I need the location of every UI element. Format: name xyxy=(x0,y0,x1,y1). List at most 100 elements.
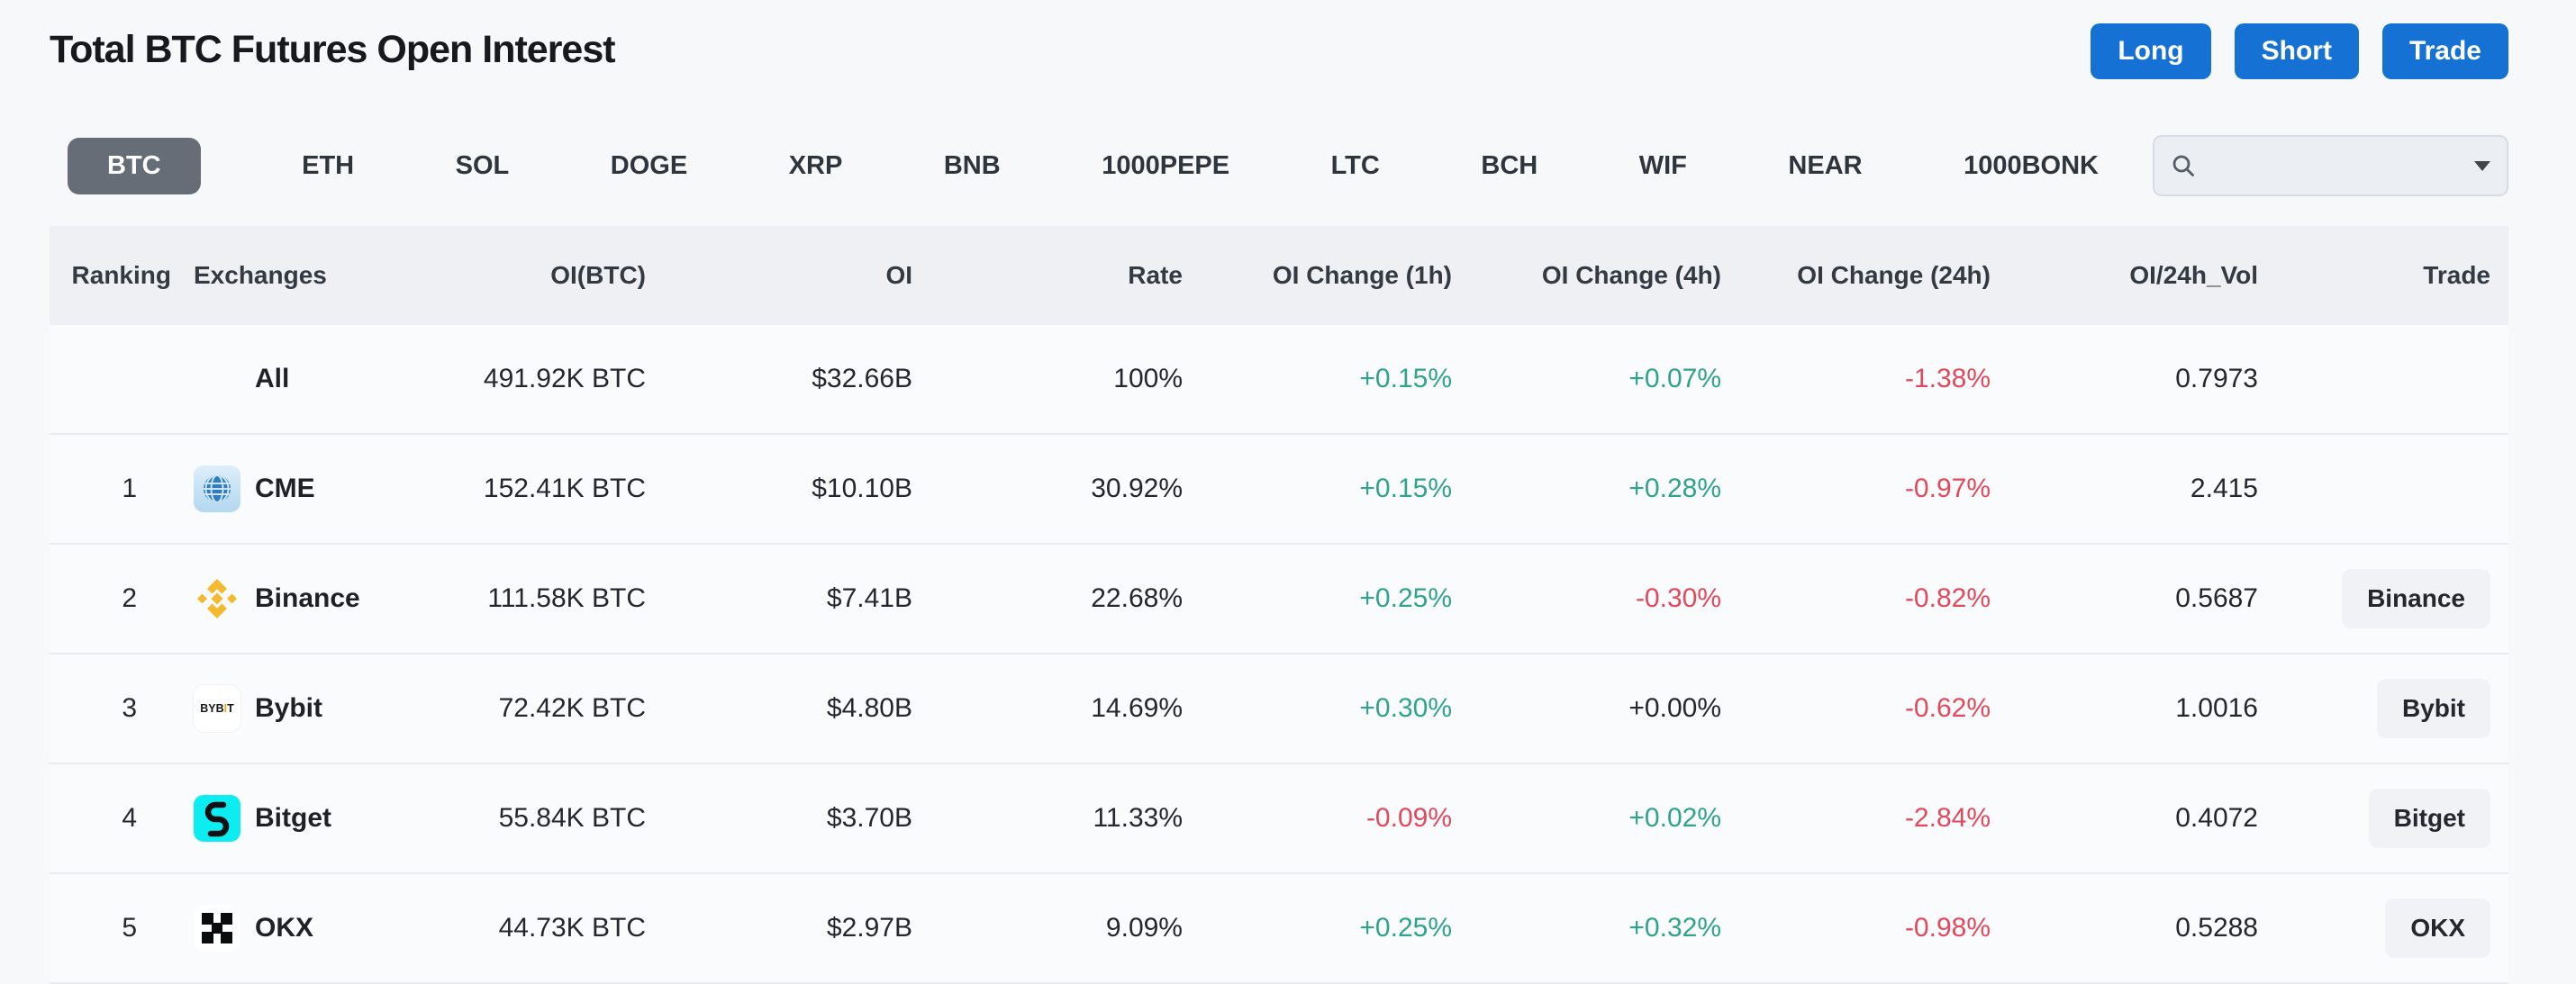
oi-change-1h-value: +0.15% xyxy=(1359,364,1452,393)
oi-btc-value: 55.84K BTC xyxy=(498,803,646,833)
oi-value: $3.70B xyxy=(826,803,912,833)
tab-eth[interactable]: ETH xyxy=(302,150,355,180)
open-interest-table: Ranking Exchanges OI(BTC) OI Rate OI Cha… xyxy=(50,226,2508,984)
rate-value: 14.69% xyxy=(1091,693,1183,723)
table-header-row: Ranking Exchanges OI(BTC) OI Rate OI Cha… xyxy=(50,226,2508,325)
long-button[interactable]: Long xyxy=(2091,23,2211,79)
oi-change-4h-value: +0.00% xyxy=(1628,693,1721,723)
oi-24h-vol-value: 1.0016 xyxy=(2175,693,2258,723)
col-oi-24h-vol: OI/24h_Vol xyxy=(2129,261,2258,289)
oi-btc-value: 491.92K BTC xyxy=(483,364,646,393)
oi-change-24h-value: -0.62% xyxy=(1904,693,1991,723)
col-exchanges: Exchanges xyxy=(194,261,327,289)
rate-value: 11.33% xyxy=(1093,803,1183,833)
rank-value: 1 xyxy=(122,474,137,503)
exchange-name: Bybit xyxy=(255,693,322,723)
oi-btc-value: 111.58K BTC xyxy=(487,583,646,613)
tab-near[interactable]: NEAR xyxy=(1788,150,1863,180)
tab-ltc[interactable]: LTC xyxy=(1330,150,1380,180)
table-row-bitget: 4 Bitget 55.84K BTC $3.70B 11.33% -0.09%… xyxy=(50,764,2508,874)
tab-btc[interactable]: BTC xyxy=(68,137,201,194)
oi-24h-vol-value: 0.7973 xyxy=(2175,364,2258,393)
rate-value: 100% xyxy=(1113,364,1183,393)
tab-1000pepe[interactable]: 1000PEPE xyxy=(1102,150,1230,180)
col-oi-btc: OI(BTC) xyxy=(550,261,646,289)
trade-okx-button[interactable]: OKX xyxy=(2385,898,2490,958)
rank-value: 3 xyxy=(122,693,137,723)
oi-change-4h-value: -0.30% xyxy=(1635,583,1721,613)
oi-value: $4.80B xyxy=(826,693,912,723)
col-oi-change-1h: OI Change (1h) xyxy=(1272,261,1452,289)
rank-value: 2 xyxy=(122,583,137,613)
exchange-name: Binance xyxy=(255,583,360,613)
rank-value: 4 xyxy=(122,803,137,833)
trade-bitget-button[interactable]: Bitget xyxy=(2368,789,2490,848)
exchange-name: CME xyxy=(255,474,315,503)
exchange-name: All xyxy=(255,364,290,393)
oi-24h-vol-value: 0.5288 xyxy=(2175,913,2258,943)
symbol-search-box[interactable] xyxy=(2153,135,2508,196)
table-row-bybit: 3 BYBIT Bybit 72.42K BTC $4.80B 14.69% +… xyxy=(50,654,2508,764)
trade-binance-button[interactable]: Binance xyxy=(2342,569,2490,628)
table-row-binance: 2 Binance 111.58K BTC $7.41B 22.68% +0.2… xyxy=(50,545,2508,654)
binance-icon xyxy=(194,575,240,622)
col-rate: Rate xyxy=(1128,261,1183,289)
tab-1000bonk[interactable]: 1000BONK xyxy=(1964,150,2099,180)
oi-change-24h-value: -1.38% xyxy=(1904,364,1991,393)
oi-btc-value: 152.41K BTC xyxy=(483,474,646,503)
oi-btc-value: 72.42K BTC xyxy=(498,693,646,723)
col-trade: Trade xyxy=(2423,261,2490,289)
table-row-cme: 1 xyxy=(50,435,2508,545)
dropdown-caret-icon[interactable] xyxy=(2474,160,2490,171)
tab-wif[interactable]: WIF xyxy=(1638,150,1687,180)
oi-change-24h-value: -2.84% xyxy=(1904,803,1991,833)
oi-change-4h-value: +0.32% xyxy=(1628,913,1721,943)
trade-button[interactable]: Trade xyxy=(2381,23,2508,79)
trade-bybit-button[interactable]: Bybit xyxy=(2377,679,2490,738)
oi-value: $7.41B xyxy=(826,583,912,613)
table-row-okx: 5 OKX 44.73K BTC $2.97B 9.09% +0.25% xyxy=(50,874,2508,984)
search-icon xyxy=(2172,155,2194,176)
oi-change-24h-value: -0.97% xyxy=(1904,474,1991,503)
rate-value: 30.92% xyxy=(1091,474,1183,503)
oi-value: $2.97B xyxy=(826,913,912,943)
bybit-icon: BYBIT xyxy=(194,685,240,732)
oi-btc-value: 44.73K BTC xyxy=(498,913,646,943)
oi-change-4h-value: +0.07% xyxy=(1628,364,1721,393)
col-oi-change-24h: OI Change (24h) xyxy=(1797,261,1991,289)
bitget-icon xyxy=(194,795,240,842)
col-oi-change-4h: OI Change (4h) xyxy=(1541,261,1721,289)
tab-bnb[interactable]: BNB xyxy=(943,150,1001,180)
oi-change-1h-value: +0.25% xyxy=(1359,913,1452,943)
symbol-tabs: BTC ETH SOL DOGE XRP BNB 1000PEPE LTC BC… xyxy=(50,137,2153,194)
oi-change-4h-value: +0.28% xyxy=(1628,474,1721,503)
oi-value: $32.66B xyxy=(812,364,912,393)
oi-change-1h-value: +0.15% xyxy=(1359,474,1452,503)
page-title: Total BTC Futures Open Interest xyxy=(50,28,616,71)
rate-value: 22.68% xyxy=(1091,583,1183,613)
oi-change-1h-value: +0.30% xyxy=(1359,693,1452,723)
tab-bch[interactable]: BCH xyxy=(1481,150,1538,180)
oi-24h-vol-value: 0.4072 xyxy=(2175,803,2258,833)
okx-icon xyxy=(194,905,240,952)
oi-change-24h-value: -0.82% xyxy=(1904,583,1991,613)
oi-change-1h-value: +0.25% xyxy=(1359,583,1452,613)
exchange-name: Bitget xyxy=(255,803,331,833)
col-ranking: Ranking xyxy=(71,261,171,289)
oi-value: $10.10B xyxy=(812,474,912,503)
symbol-search-input[interactable] xyxy=(2205,150,2474,181)
oi-change-1h-value: -0.09% xyxy=(1365,803,1452,833)
exchange-name: OKX xyxy=(255,913,314,943)
oi-24h-vol-value: 2.415 xyxy=(2190,474,2258,503)
tab-xrp[interactable]: XRP xyxy=(788,150,843,180)
col-oi: OI xyxy=(885,261,912,289)
oi-24h-vol-value: 0.5687 xyxy=(2175,583,2258,613)
top-actions: Long Short Trade xyxy=(2091,23,2508,79)
tab-sol[interactable]: SOL xyxy=(455,150,510,180)
short-button[interactable]: Short xyxy=(2234,23,2359,79)
oi-change-24h-value: -0.98% xyxy=(1904,913,1991,943)
table-row-all: All 491.92K BTC $32.66B 100% +0.15% +0.0… xyxy=(50,325,2508,435)
cme-icon xyxy=(194,465,240,512)
rate-value: 9.09% xyxy=(1105,913,1183,943)
tab-doge[interactable]: DOGE xyxy=(610,150,688,180)
